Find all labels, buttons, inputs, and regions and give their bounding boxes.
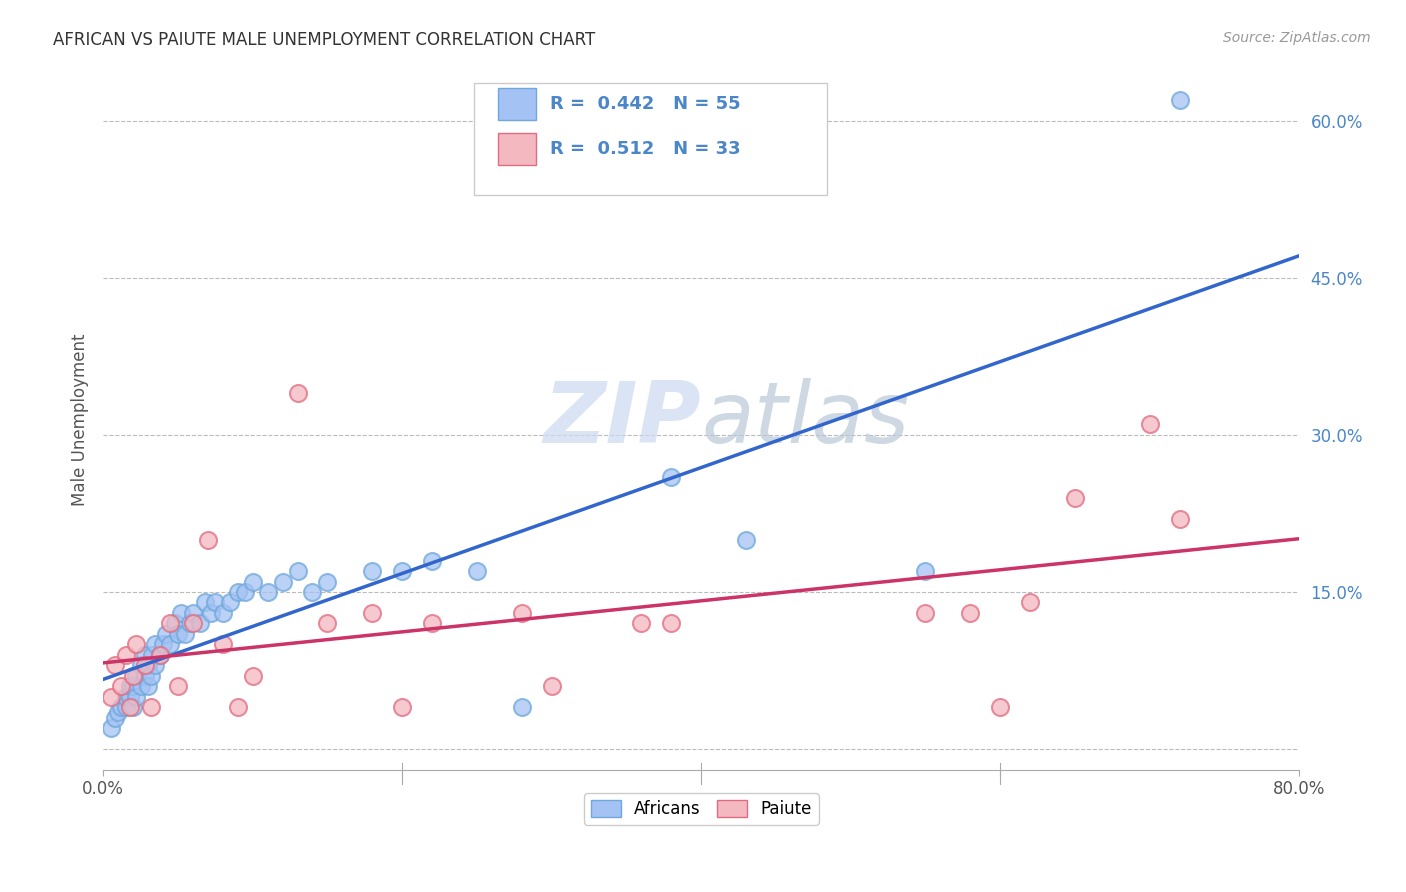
Point <box>659 470 682 484</box>
Point <box>125 690 148 704</box>
Text: Source: ZipAtlas.com: Source: ZipAtlas.com <box>1223 31 1371 45</box>
Point <box>129 658 152 673</box>
Point <box>1139 417 1161 432</box>
Point <box>114 690 136 704</box>
Point <box>188 616 211 631</box>
Legend: Africans, Paiute: Africans, Paiute <box>583 793 818 825</box>
Point <box>287 564 309 578</box>
Text: R =  0.512   N = 33: R = 0.512 N = 33 <box>551 140 741 158</box>
Point <box>242 669 264 683</box>
Point <box>256 585 278 599</box>
Point <box>100 721 122 735</box>
Point <box>159 616 181 631</box>
Point <box>145 637 167 651</box>
Point <box>149 648 172 662</box>
Point <box>110 700 132 714</box>
Point <box>104 711 127 725</box>
Point <box>118 679 141 693</box>
Point <box>125 669 148 683</box>
Point <box>197 533 219 547</box>
Point <box>659 616 682 631</box>
Point <box>174 627 197 641</box>
Point <box>301 585 323 599</box>
Point <box>107 706 129 720</box>
Point <box>181 606 204 620</box>
Point <box>630 616 652 631</box>
Point <box>988 700 1011 714</box>
Text: AFRICAN VS PAIUTE MALE UNEMPLOYMENT CORRELATION CHART: AFRICAN VS PAIUTE MALE UNEMPLOYMENT CORR… <box>53 31 596 49</box>
Point <box>959 606 981 620</box>
Point <box>139 669 162 683</box>
Point <box>125 637 148 651</box>
Point <box>100 690 122 704</box>
Point <box>139 700 162 714</box>
Point <box>167 679 190 693</box>
Point <box>181 616 204 631</box>
Point <box>155 627 177 641</box>
Point <box>361 564 384 578</box>
Point <box>159 637 181 651</box>
Point <box>211 606 233 620</box>
Point <box>391 700 413 714</box>
Point <box>204 595 226 609</box>
Point <box>211 637 233 651</box>
Text: atlas: atlas <box>702 377 910 461</box>
Point <box>141 648 163 662</box>
Point <box>134 658 156 673</box>
Point <box>129 679 152 693</box>
Point <box>145 658 167 673</box>
Point <box>1168 512 1191 526</box>
Point <box>122 679 145 693</box>
Point <box>391 564 413 578</box>
Point <box>114 648 136 662</box>
Point <box>510 606 533 620</box>
Point <box>242 574 264 589</box>
Point <box>420 616 443 631</box>
Point <box>122 700 145 714</box>
Point <box>136 658 159 673</box>
Point <box>914 564 936 578</box>
FancyBboxPatch shape <box>474 83 827 194</box>
Point <box>1019 595 1042 609</box>
FancyBboxPatch shape <box>498 88 536 120</box>
Text: R =  0.442   N = 55: R = 0.442 N = 55 <box>551 95 741 113</box>
Point <box>540 679 562 693</box>
Point <box>287 386 309 401</box>
Point <box>1064 491 1087 505</box>
Point <box>420 553 443 567</box>
Point <box>104 658 127 673</box>
Point <box>163 616 186 631</box>
Point <box>149 648 172 662</box>
Point <box>361 606 384 620</box>
Point <box>200 606 222 620</box>
Point <box>136 679 159 693</box>
Point <box>735 533 758 547</box>
Point <box>114 700 136 714</box>
Point <box>152 637 174 651</box>
FancyBboxPatch shape <box>498 133 536 165</box>
Point <box>167 627 190 641</box>
Point <box>233 585 256 599</box>
Point <box>316 616 339 631</box>
Point <box>465 564 488 578</box>
Point <box>134 669 156 683</box>
Point <box>510 700 533 714</box>
Point <box>226 585 249 599</box>
Point <box>914 606 936 620</box>
Point <box>194 595 217 609</box>
Point <box>118 690 141 704</box>
Point <box>219 595 242 609</box>
Point <box>316 574 339 589</box>
Point <box>170 606 193 620</box>
Point <box>110 679 132 693</box>
Point <box>271 574 294 589</box>
Y-axis label: Male Unemployment: Male Unemployment <box>72 333 89 506</box>
Point <box>179 616 201 631</box>
Point <box>1168 93 1191 107</box>
Text: ZIP: ZIP <box>544 377 702 461</box>
Point <box>226 700 249 714</box>
Point <box>118 700 141 714</box>
Point <box>134 648 156 662</box>
Point <box>122 669 145 683</box>
